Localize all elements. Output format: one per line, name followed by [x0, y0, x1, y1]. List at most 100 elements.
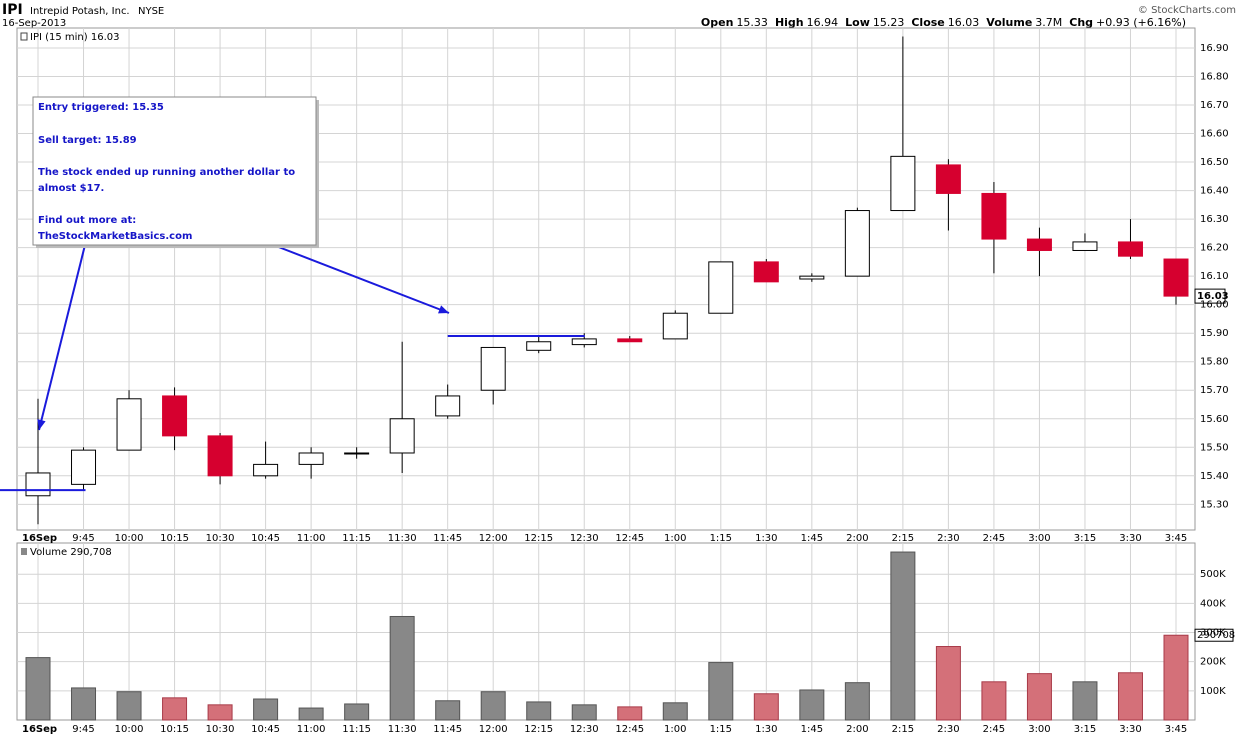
volume-bar	[890, 551, 916, 721]
volume-bar	[526, 701, 552, 721]
x-tick-label: 11:15	[342, 533, 371, 544]
y-tick-label: 16.40	[1200, 186, 1229, 197]
arrow-head	[438, 305, 449, 314]
candle-body	[571, 338, 597, 346]
x-tick-label: 2:15	[892, 533, 914, 544]
x-tick-label: 1:30	[755, 724, 777, 735]
volume-bar	[480, 691, 506, 721]
x-tick-label: 12:15	[524, 533, 553, 544]
x-tick-label: 2:45	[983, 724, 1005, 735]
x-tick-label: 2:30	[937, 533, 959, 544]
company: Intrepid Potash, Inc.	[30, 6, 130, 17]
y-tick-label: 15.30	[1200, 499, 1229, 510]
candle-body	[253, 463, 279, 477]
overlay: Entry triggered: 15.35 Sell target: 15.89…	[0, 96, 1235, 642]
annotation-text: Find out more at:	[38, 215, 136, 226]
candle-body	[71, 449, 97, 485]
x-tick-label: 3:30	[1119, 724, 1141, 735]
x-tick-label: 10:00	[115, 724, 144, 735]
volume-bar	[708, 662, 734, 721]
stat-label: Close	[911, 16, 944, 29]
x-tick-label: 10:30	[206, 533, 235, 544]
y-tick-label: 15.90	[1200, 328, 1229, 339]
stat-label: Low	[845, 16, 870, 29]
volume-bar	[207, 704, 233, 721]
volume-bar	[344, 703, 370, 721]
candle-body	[389, 418, 415, 454]
symbol: IPI	[2, 2, 23, 18]
y-tick-label: 16.60	[1200, 129, 1229, 140]
volume-bar	[389, 615, 415, 721]
legend: IPI (15 min) 16.03	[30, 32, 119, 43]
marks	[25, 36, 1189, 721]
price-panel	[16, 27, 1196, 531]
x-tick-label: 1:15	[710, 533, 732, 544]
volume-bar	[116, 691, 142, 721]
y-tick-label: 300K	[1200, 628, 1226, 639]
candle-body	[708, 261, 734, 314]
credit: © StockCharts.com	[1138, 5, 1236, 16]
volume-bar	[1117, 672, 1143, 721]
candle-body	[25, 472, 51, 497]
x-tick-label: 11:45	[433, 724, 462, 735]
x-tick-label: 10:15	[160, 724, 189, 735]
volume-bar	[935, 646, 961, 721]
x-tick-label: 3:45	[1165, 533, 1187, 544]
x-tick-label: 12:15	[524, 724, 553, 735]
x-tick-label: 16Sep	[22, 724, 57, 735]
candle-body	[617, 338, 643, 343]
last-price: 16.03	[1197, 291, 1229, 302]
candle-body	[799, 275, 825, 280]
candle-body	[435, 395, 461, 417]
x-tick-label: 3:15	[1074, 533, 1096, 544]
volume-bar	[753, 693, 779, 721]
x-tick-label: 3:00	[1028, 724, 1050, 735]
stat-label: Volume	[986, 16, 1032, 29]
x-tick-label: 3:00	[1028, 533, 1050, 544]
stat-label: Chg	[1069, 16, 1093, 29]
x-tick-label: 9:45	[72, 724, 94, 735]
x-tick-label: 1:45	[801, 724, 823, 735]
annotation-text: almost $17.	[38, 183, 104, 194]
stat-value: 3.7M	[1035, 16, 1062, 29]
y-tick-label: 400K	[1200, 598, 1226, 609]
legend-icon	[20, 32, 28, 41]
x-tick-label: 10:45	[251, 533, 280, 544]
volume-panel	[16, 542, 1196, 721]
x-tick-label: 11:30	[388, 533, 417, 544]
date: 16-Sep-2013	[2, 18, 66, 29]
candle-body	[207, 435, 233, 477]
candle-body	[480, 346, 506, 391]
x-tick-label: 10:45	[251, 724, 280, 735]
exchange: NYSE	[138, 6, 164, 17]
volume-bar	[435, 700, 461, 721]
legend: Volume 290,708	[30, 547, 112, 558]
y-tick-label: 16.90	[1200, 43, 1229, 54]
legend-icon	[21, 548, 27, 555]
x-tick-label: 9:45	[72, 533, 94, 544]
candle-body	[344, 452, 370, 455]
y-tick-label: 200K	[1200, 657, 1226, 668]
x-tick-label: 2:00	[846, 533, 868, 544]
y-tick-label: 15.50	[1200, 442, 1229, 453]
x-tick-label: 2:30	[937, 724, 959, 735]
arrow	[275, 245, 450, 314]
last-price-tag	[1194, 288, 1226, 304]
candle-body	[1117, 241, 1143, 257]
candle-body	[844, 210, 870, 277]
volume-bar	[1026, 673, 1052, 721]
y-tick-label: 15.80	[1200, 357, 1229, 368]
volume-bar	[71, 687, 97, 721]
x-tick-label: 3:15	[1074, 724, 1096, 735]
x-tick-label: 11:15	[342, 724, 371, 735]
candle-body	[662, 312, 688, 340]
y-tick-label: 16.00	[1200, 300, 1229, 311]
stat-value: 16.03	[948, 16, 980, 29]
candle-body	[1026, 238, 1052, 251]
stat-value: +0.93 (+6.16%)	[1096, 16, 1186, 29]
stat-value: 15.33	[736, 16, 768, 29]
x-tick-label: 1:00	[664, 533, 686, 544]
y-tick-label: 16.70	[1200, 100, 1229, 111]
y-tick-label: 100K	[1200, 686, 1226, 697]
